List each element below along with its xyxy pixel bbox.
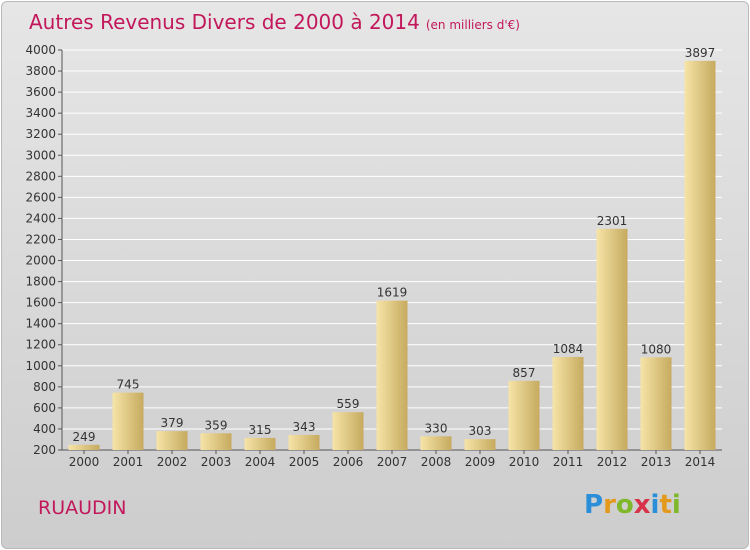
y-tick-label: 3400: [25, 106, 56, 120]
y-tick-label: 3000: [25, 148, 56, 162]
proxiti-logo: Proxiti: [584, 490, 681, 520]
bar-value-label: 1080: [641, 342, 672, 356]
x-tick-label: 2011: [553, 455, 584, 469]
chart-title-unit: (en milliers d'€): [425, 18, 520, 32]
x-tick-label: 2014: [685, 455, 716, 469]
bar: [464, 439, 496, 450]
city-name: RUAUDIN: [38, 497, 127, 519]
logo-letter: P: [584, 490, 604, 520]
bar: [332, 412, 364, 450]
bar-value-label: 1084: [553, 342, 584, 356]
bar-value-label: 359: [205, 418, 228, 432]
x-tick-label: 2005: [289, 455, 320, 469]
bar: [684, 60, 716, 451]
x-tick-label: 2013: [641, 455, 672, 469]
bar-value-label: 303: [469, 424, 492, 438]
chart-title-main: Autres Revenus Divers de 2000 à 2014: [29, 10, 420, 34]
bar: [68, 444, 100, 450]
logo-letter: r: [603, 490, 616, 520]
bar: [640, 357, 672, 450]
x-tick-label: 2002: [157, 455, 188, 469]
x-tick-label: 2009: [465, 455, 496, 469]
x-tick-label: 2000: [69, 455, 100, 469]
y-tick-label: 2400: [25, 211, 56, 225]
bar-value-label: 3897: [685, 46, 716, 60]
logo-letter: i: [671, 490, 681, 520]
x-tick-label: 2001: [113, 455, 144, 469]
y-tick-label: 200: [33, 443, 56, 457]
bar-value-label: 343: [293, 420, 316, 434]
labels: 249 2000 745 2001 379 2002 359 2003 315 2004 343 20…: [69, 46, 716, 469]
y-tick-label: 600: [33, 401, 56, 415]
y-tick-label: 1800: [25, 275, 56, 289]
bar: [552, 356, 584, 450]
bar: [508, 380, 540, 450]
x-tick-label: 2004: [245, 455, 276, 469]
y-tick-label: 2200: [25, 232, 56, 246]
y-tick-label: 1600: [25, 296, 56, 310]
y-tick-label: 1200: [25, 338, 56, 352]
bar-value-label: 745: [117, 378, 140, 392]
y-tick-label: 800: [33, 380, 56, 394]
x-tick-label: 2012: [597, 455, 628, 469]
bar: [596, 228, 628, 450]
bar-value-label: 315: [249, 423, 272, 437]
bar: [244, 437, 276, 450]
bar-value-label: 2301: [597, 214, 628, 228]
bar-value-label: 379: [161, 416, 184, 430]
y-tick-label: 2600: [25, 190, 56, 204]
x-tick-label: 2010: [509, 455, 540, 469]
logo-letter: t: [659, 490, 672, 520]
bar-value-label: 330: [425, 421, 448, 435]
y-tick-label: 400: [33, 422, 56, 436]
x-tick-label: 2008: [421, 455, 452, 469]
y-tick-label: 1000: [25, 359, 56, 373]
x-tick-label: 2007: [377, 455, 408, 469]
x-tick-label: 2003: [201, 455, 232, 469]
y-tick-label: 4000: [25, 43, 56, 57]
bar-value-label: 1619: [377, 286, 408, 300]
bar: [376, 300, 408, 450]
chart-title: Autres Revenus Divers de 2000 à 2014 (en …: [29, 10, 520, 34]
bar: [420, 436, 452, 450]
bar-value-label: 857: [513, 366, 536, 380]
bar: [288, 434, 320, 450]
y-tick-label: 3800: [25, 64, 56, 78]
bar-value-label: 559: [337, 397, 360, 411]
bar: [112, 392, 144, 450]
y-tick-label: 2800: [25, 169, 56, 183]
y-tick-label: 2000: [25, 254, 56, 268]
y-tick-label: 1400: [25, 317, 56, 331]
bars: [68, 60, 716, 451]
bar-value-label: 249: [73, 430, 96, 444]
logo-letter: x: [633, 490, 651, 520]
bar: [200, 433, 232, 450]
y-tick-label: 3200: [25, 127, 56, 141]
bar: [156, 431, 188, 450]
logo-letter: i: [650, 490, 660, 520]
y-tick-label: 3600: [25, 85, 56, 99]
x-tick-label: 2006: [333, 455, 364, 469]
logo-letter: o: [615, 490, 634, 520]
